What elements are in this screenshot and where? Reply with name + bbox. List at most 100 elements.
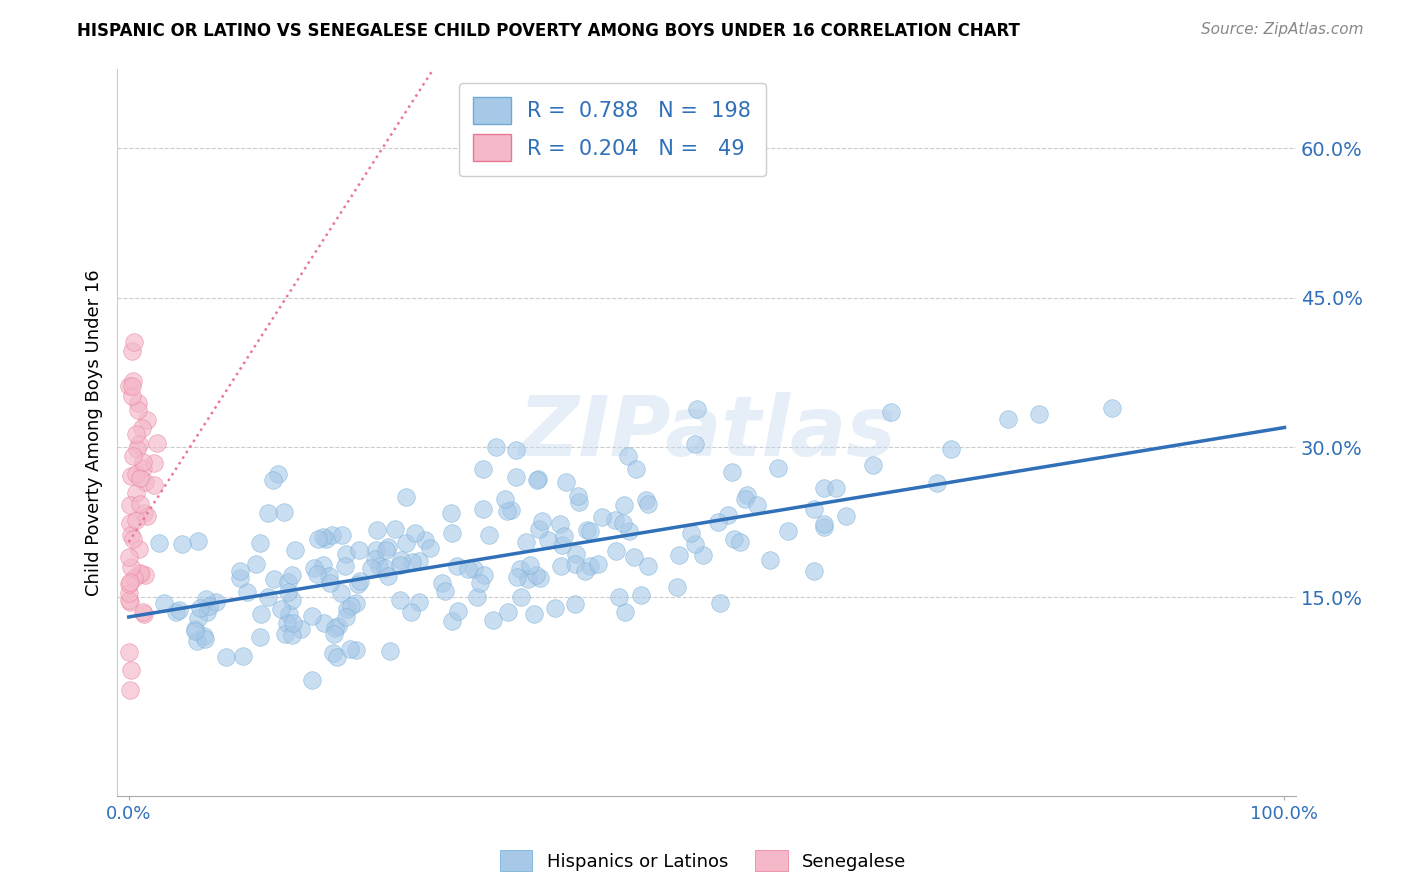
Point: [527, 522, 550, 536]
Point: [776, 524, 799, 538]
Point: [172, 537, 194, 551]
Point: [394, 536, 416, 550]
Point: [413, 533, 436, 548]
Point: [121, 379, 143, 393]
Point: [322, 646, 344, 660]
Point: [194, 632, 217, 646]
Point: [127, 442, 149, 456]
Point: [468, 576, 491, 591]
Point: [118, 379, 141, 393]
Point: [122, 571, 145, 585]
Point: [187, 611, 209, 625]
Point: [122, 532, 145, 546]
Point: [118, 585, 141, 599]
Point: [132, 605, 155, 619]
Point: [482, 613, 505, 627]
Point: [564, 598, 586, 612]
Point: [636, 493, 658, 508]
Point: [495, 504, 517, 518]
Point: [494, 491, 516, 506]
Point: [803, 502, 825, 516]
Point: [401, 555, 423, 569]
Point: [925, 476, 948, 491]
Point: [524, 568, 547, 582]
Point: [284, 542, 307, 557]
Point: [318, 569, 340, 583]
Point: [613, 605, 636, 619]
Point: [188, 600, 211, 615]
Point: [576, 524, 599, 538]
Point: [232, 648, 254, 663]
Point: [389, 558, 412, 572]
Point: [395, 490, 418, 504]
Point: [307, 532, 329, 546]
Point: [121, 374, 143, 388]
Point: [683, 436, 706, 450]
Point: [607, 590, 630, 604]
Point: [125, 486, 148, 500]
Point: [315, 532, 337, 546]
Point: [939, 442, 962, 456]
Point: [128, 471, 150, 485]
Point: [344, 596, 367, 610]
Point: [118, 575, 141, 590]
Point: [125, 426, 148, 441]
Point: [997, 412, 1019, 426]
Point: [374, 561, 396, 575]
Point: [408, 553, 430, 567]
Point: [148, 535, 170, 549]
Point: [257, 591, 280, 605]
Point: [118, 550, 141, 565]
Point: [683, 536, 706, 550]
Point: [862, 458, 884, 472]
Point: [274, 627, 297, 641]
Point: [193, 629, 215, 643]
Point: [526, 472, 548, 486]
Point: [723, 532, 745, 546]
Point: [536, 533, 558, 548]
Point: [323, 621, 346, 635]
Point: [215, 650, 238, 665]
Point: [122, 449, 145, 463]
Point: [548, 517, 571, 532]
Point: [143, 478, 166, 492]
Point: [302, 561, 325, 575]
Point: [249, 630, 271, 644]
Point: [249, 607, 271, 622]
Point: [766, 461, 789, 475]
Point: [472, 568, 495, 582]
Point: [360, 561, 382, 575]
Point: [630, 588, 652, 602]
Point: [813, 481, 835, 495]
Point: [336, 602, 359, 616]
Point: [447, 604, 470, 618]
Point: [686, 401, 709, 416]
Point: [463, 561, 485, 575]
Point: [399, 605, 422, 619]
Point: [340, 599, 363, 613]
Point: [505, 443, 527, 458]
Point: [803, 564, 825, 578]
Point: [506, 569, 529, 583]
Point: [186, 633, 208, 648]
Point: [318, 575, 340, 590]
Point: [281, 592, 304, 607]
Point: [496, 605, 519, 619]
Point: [523, 607, 546, 621]
Point: [619, 524, 641, 538]
Point: [349, 574, 371, 588]
Point: [121, 388, 143, 402]
Point: [347, 542, 370, 557]
Point: [229, 570, 252, 584]
Point: [388, 593, 411, 607]
Point: [132, 607, 155, 621]
Point: [389, 553, 412, 567]
Point: [118, 683, 141, 698]
Y-axis label: Child Poverty Among Boys Under 16: Child Poverty Among Boys Under 16: [86, 269, 103, 596]
Point: [121, 344, 143, 359]
Point: [321, 528, 343, 542]
Point: [434, 583, 457, 598]
Point: [131, 421, 153, 435]
Point: [128, 436, 150, 450]
Point: [565, 547, 588, 561]
